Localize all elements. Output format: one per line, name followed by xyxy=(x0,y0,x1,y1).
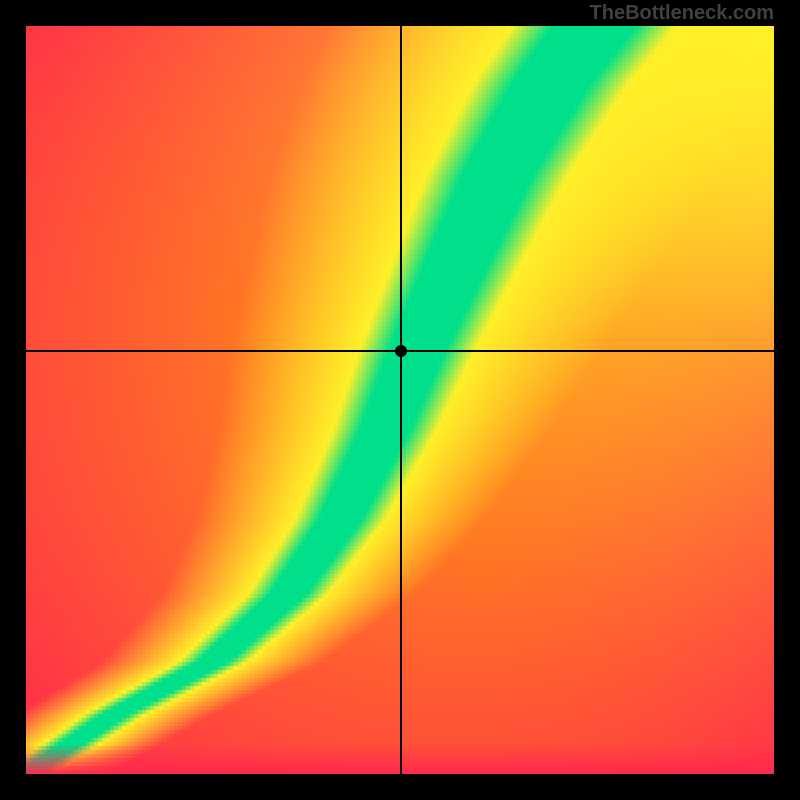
heatmap-canvas xyxy=(26,26,774,774)
watermark-text: TheBottleneck.com xyxy=(590,2,774,25)
heatmap-plot xyxy=(26,26,774,774)
